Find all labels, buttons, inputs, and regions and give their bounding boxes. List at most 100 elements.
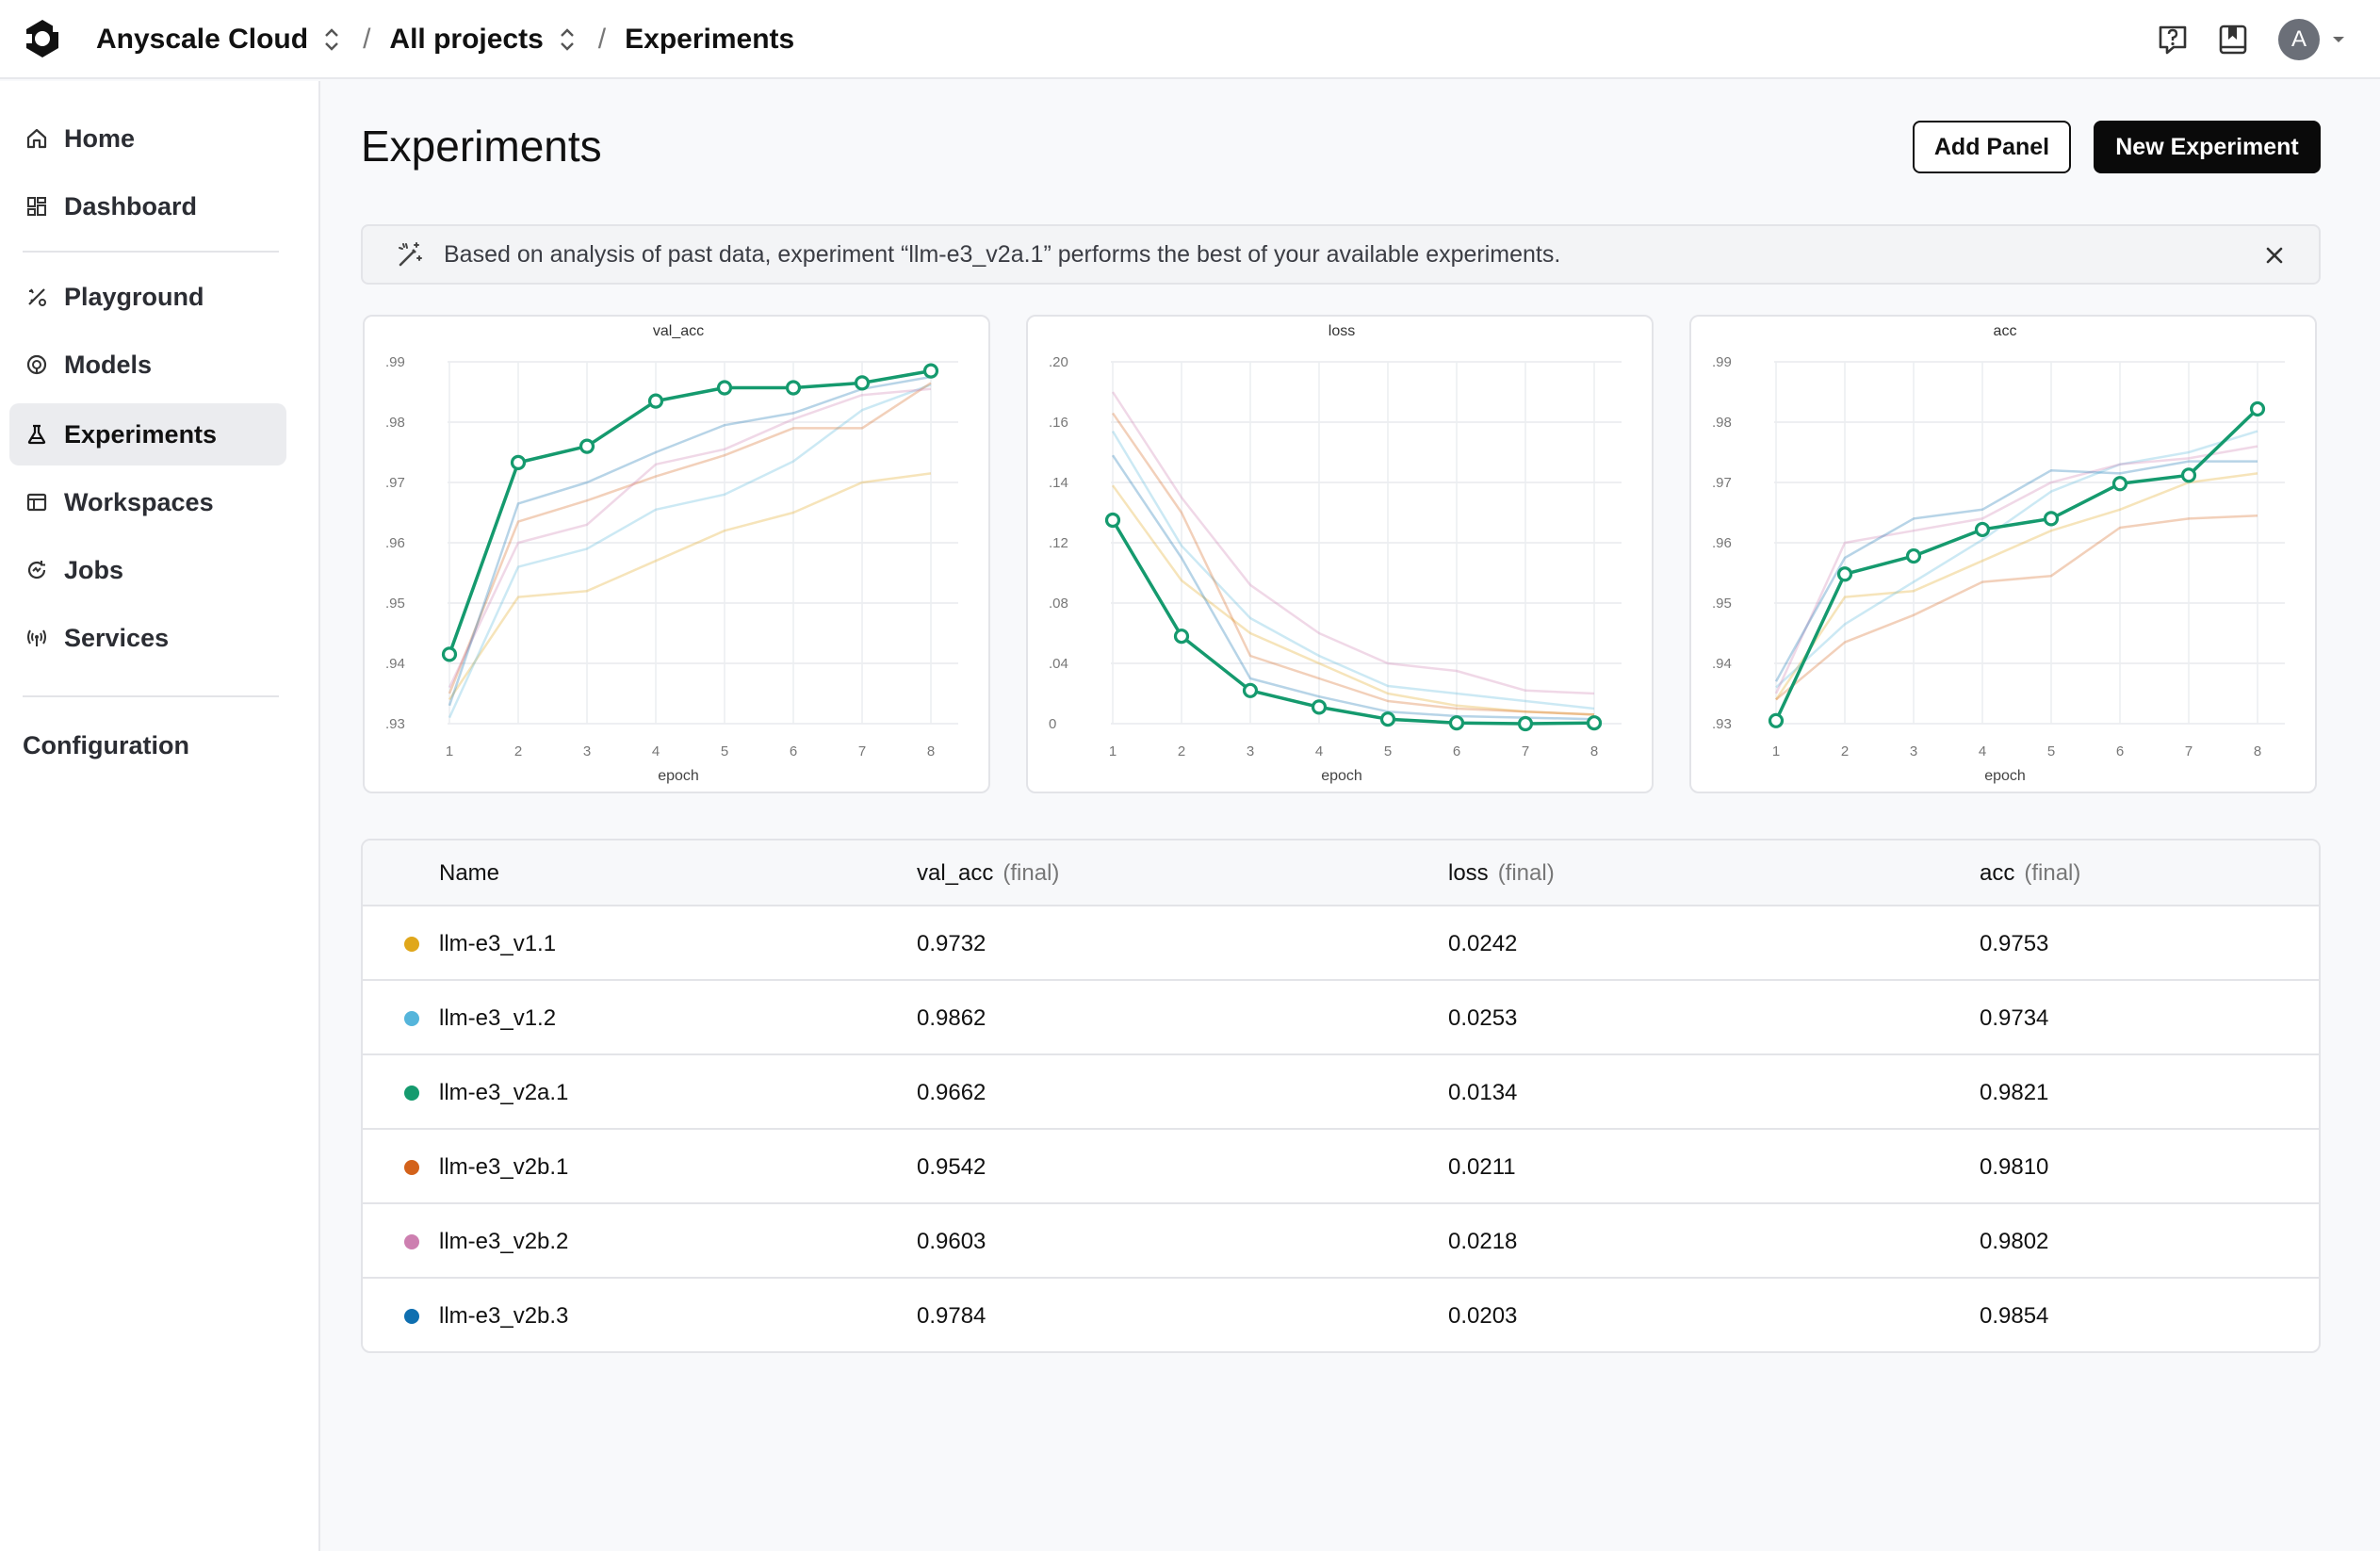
- series-line-llm-e3-v2b-3[interactable]: [1111, 454, 1595, 721]
- flask-icon: [24, 422, 49, 447]
- data-point-llm-e3-v2a-1[interactable]: [1448, 715, 1465, 731]
- y-tick-label: 0: [1049, 716, 1056, 732]
- table-row[interactable]: llm-e3_v1.1 0.9732 0.0242 0.9753: [363, 906, 2319, 981]
- data-point-llm-e3-v2a-1[interactable]: [854, 375, 871, 391]
- data-point-llm-e3-v2a-1[interactable]: [510, 454, 527, 470]
- breadcrumb-project[interactable]: All projects: [389, 24, 544, 55]
- series-line-llm-e3-v2a-1[interactable]: [1774, 407, 2259, 722]
- data-point-llm-e3-v2a-1[interactable]: [1173, 629, 1190, 645]
- series-line-llm-e3-v2b-2[interactable]: [1111, 391, 1595, 695]
- cell-loss: 0.0134: [1448, 1079, 1518, 1105]
- page-title: Experiments: [361, 122, 602, 171]
- help-icon[interactable]: [2154, 21, 2192, 58]
- chevron-down-icon[interactable]: [2331, 34, 2346, 45]
- chevron-updown-icon[interactable]: [321, 25, 342, 54]
- series-line-llm-e3-v2b-1[interactable]: [1775, 514, 2258, 701]
- sidebar-item-workspaces[interactable]: Workspaces: [9, 471, 286, 533]
- y-tick-label: .99: [385, 354, 405, 370]
- series-line-llm-e3-v2b-1[interactable]: [448, 382, 932, 694]
- chart-card-loss: loss .20 .16 .14 .12 .08 .04 0 1 2 3 4 5 6 7 8 epoch: [1026, 315, 1654, 793]
- table-row[interactable]: llm-e3_v1.2 0.9862 0.0253 0.9734: [363, 981, 2319, 1055]
- data-point-llm-e3-v2a-1[interactable]: [716, 380, 733, 396]
- data-point-llm-e3-v2a-1[interactable]: [1905, 547, 1922, 564]
- add-panel-button[interactable]: Add Panel: [1913, 121, 2071, 173]
- sidebar-item-home[interactable]: Home: [9, 107, 286, 170]
- cell-acc: 0.9802: [1980, 1228, 2049, 1254]
- data-point-llm-e3-v2a-1[interactable]: [441, 646, 458, 662]
- y-tick-label: .96: [385, 535, 405, 551]
- series-line-llm-e3-v1-2[interactable]: [1775, 430, 2258, 689]
- series-line-llm-e3-v2a-1[interactable]: [448, 368, 932, 655]
- docs-icon[interactable]: [2214, 21, 2252, 58]
- data-point-llm-e3-v2a-1[interactable]: [1974, 521, 1991, 538]
- series-line-llm-e3-v2b-3[interactable]: [1774, 460, 2258, 682]
- sidebar-item-models[interactable]: Models: [9, 334, 286, 396]
- table-row[interactable]: llm-e3_v2a.1 0.9662 0.0134 0.9821: [363, 1055, 2319, 1130]
- data-point-llm-e3-v2a-1[interactable]: [1836, 566, 1853, 582]
- series-line-llm-e3-v1-2[interactable]: [1111, 430, 1595, 710]
- data-point-llm-e3-v2a-1[interactable]: [579, 438, 595, 454]
- data-point-llm-e3-v2a-1[interactable]: [1586, 715, 1603, 731]
- series-line-llm-e3-v2b-2[interactable]: [1774, 445, 2258, 694]
- y-tick-label: .94: [385, 656, 405, 672]
- data-point-llm-e3-v2a-1[interactable]: [785, 380, 802, 396]
- table-row[interactable]: llm-e3_v2b.2 0.9603 0.0218 0.9802: [363, 1204, 2319, 1279]
- chevron-updown-icon[interactable]: [557, 25, 578, 54]
- cell-name[interactable]: llm-e3_v2b.1: [439, 1153, 569, 1180]
- y-tick-label: .98: [1712, 415, 1732, 431]
- cell-name[interactable]: llm-e3_v2a.1: [439, 1079, 569, 1105]
- data-point-llm-e3-v2a-1[interactable]: [922, 363, 939, 379]
- x-tick-label: 7: [1522, 743, 1529, 759]
- series-line-llm-e3-v2b-3[interactable]: [448, 375, 932, 707]
- sidebar-item-configuration[interactable]: Configuration: [23, 731, 189, 759]
- new-experiment-button[interactable]: New Experiment: [2094, 121, 2321, 173]
- series-line-llm-e3-v1-2[interactable]: [448, 384, 932, 719]
- breadcrumb-page: Experiments: [625, 24, 795, 55]
- sidebar-item-jobs[interactable]: Jobs: [9, 539, 286, 601]
- close-icon[interactable]: [2262, 243, 2287, 268]
- data-point-llm-e3-v2a-1[interactable]: [1104, 512, 1121, 529]
- data-point-llm-e3-v2a-1[interactable]: [647, 393, 664, 409]
- table-row[interactable]: llm-e3_v2b.3 0.9784 0.0203 0.9854: [363, 1279, 2319, 1351]
- x-tick-label: 8: [927, 743, 935, 759]
- series-color-dot: [404, 1011, 419, 1026]
- data-point-llm-e3-v2a-1[interactable]: [1379, 711, 1396, 727]
- data-point-llm-e3-v2a-1[interactable]: [2249, 400, 2266, 417]
- anyscale-logo-icon[interactable]: [21, 17, 64, 60]
- data-point-llm-e3-v2a-1[interactable]: [2111, 476, 2128, 492]
- column-header-name[interactable]: Name: [439, 860, 500, 886]
- x-tick-label: 5: [721, 743, 728, 759]
- series-line-llm-e3-v2a-1[interactable]: [1111, 519, 1595, 726]
- sidebar-item-services[interactable]: Services: [9, 607, 286, 669]
- avatar[interactable]: A: [2278, 19, 2320, 60]
- series-line-llm-e3-v2b-2[interactable]: [448, 387, 932, 689]
- cell-name[interactable]: llm-e3_v1.2: [439, 1004, 557, 1031]
- column-header-val-acc[interactable]: val_acc (final): [917, 860, 1060, 886]
- cell-val-acc: 0.9862: [917, 1004, 986, 1031]
- series-line-llm-e3-v2b-1[interactable]: [1111, 412, 1595, 716]
- series-line-llm-e3-v1-1[interactable]: [1774, 472, 2258, 701]
- y-tick-label: .14: [1049, 475, 1068, 491]
- data-point-llm-e3-v2a-1[interactable]: [1517, 715, 1534, 732]
- top-bar: Anyscale Cloud / All projects / Experime…: [0, 0, 2380, 79]
- sidebar-item-playground[interactable]: Playground: [9, 266, 286, 328]
- table-row[interactable]: llm-e3_v2b.1 0.9542 0.0211 0.9810: [363, 1130, 2319, 1204]
- sidebar-item-dashboard[interactable]: Dashboard: [9, 175, 286, 237]
- sidebar-divider: [23, 695, 279, 697]
- sidebar-item-experiments[interactable]: Experiments: [9, 403, 286, 465]
- data-point-llm-e3-v2a-1[interactable]: [1311, 699, 1328, 715]
- cell-name[interactable]: llm-e3_v2b.3: [439, 1302, 569, 1329]
- cell-name[interactable]: llm-e3_v2b.2: [439, 1228, 569, 1254]
- series-line-llm-e3-v1-1[interactable]: [1111, 484, 1595, 716]
- data-point-llm-e3-v2a-1[interactable]: [2180, 467, 2197, 483]
- cell-name[interactable]: llm-e3_v1.1: [439, 930, 557, 956]
- breadcrumb-org[interactable]: Anyscale Cloud: [96, 24, 309, 55]
- column-header-acc[interactable]: acc (final): [1980, 860, 2081, 886]
- data-point-llm-e3-v2a-1[interactable]: [1242, 682, 1259, 698]
- data-point-llm-e3-v2a-1[interactable]: [1768, 712, 1785, 728]
- column-header-loss[interactable]: loss (final): [1448, 860, 1555, 886]
- data-point-llm-e3-v2a-1[interactable]: [2043, 511, 2060, 527]
- series-line-llm-e3-v1-1[interactable]: [448, 472, 932, 701]
- services-icon: [24, 626, 49, 650]
- x-tick-label: 5: [1384, 743, 1392, 759]
